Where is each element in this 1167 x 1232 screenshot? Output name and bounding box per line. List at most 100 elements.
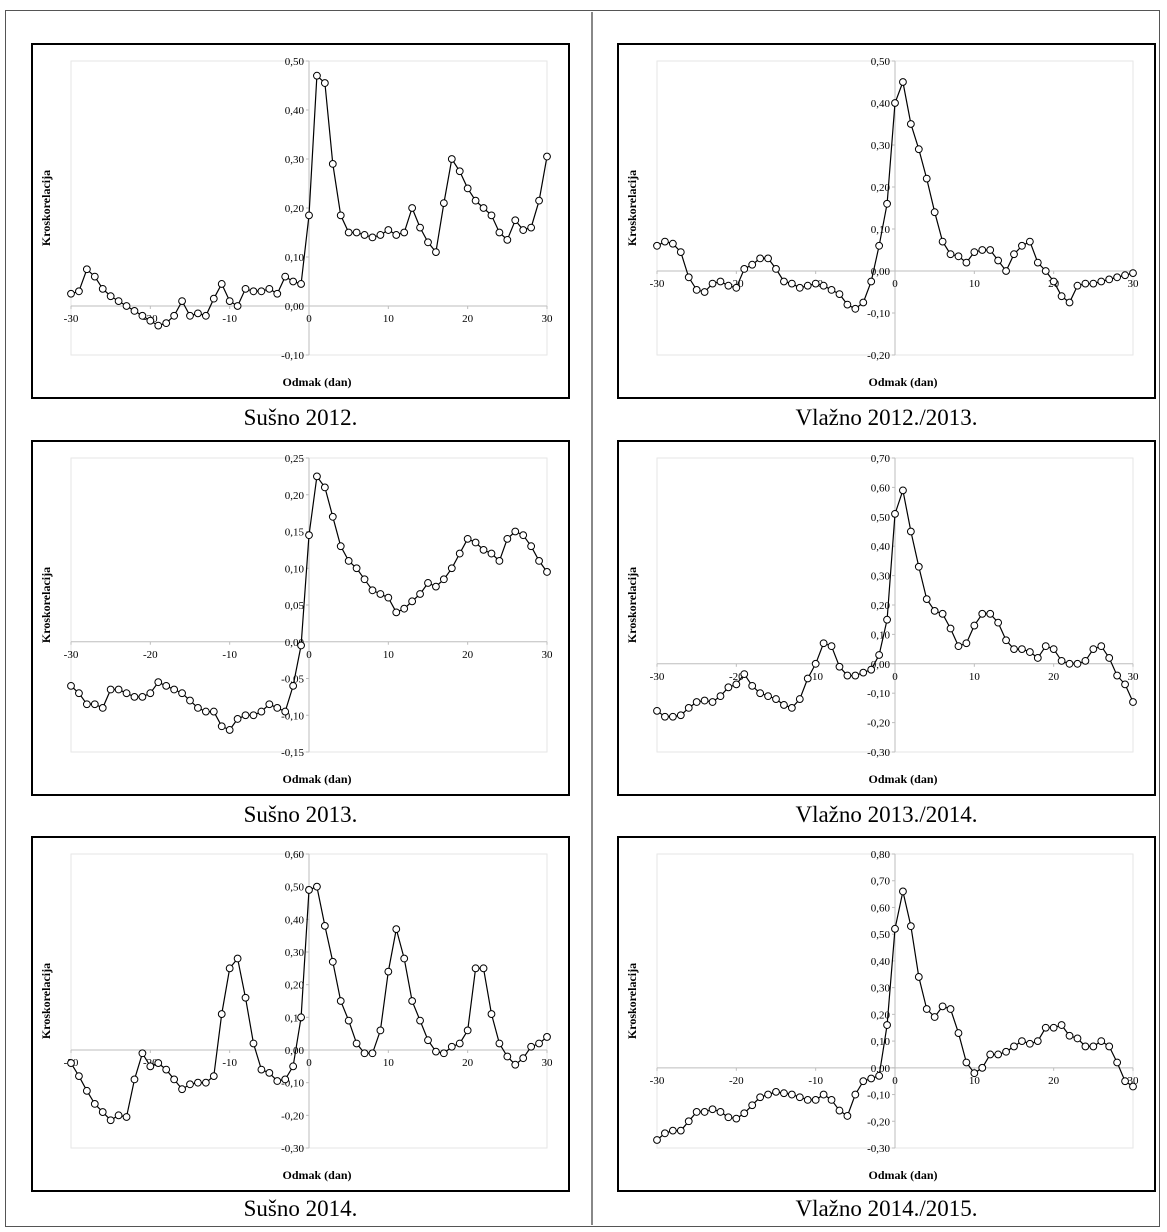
y-tick-label: -0,20	[867, 1116, 890, 1128]
data-point	[1074, 282, 1081, 289]
data-point	[250, 288, 257, 295]
data-point	[417, 224, 424, 231]
data-point	[654, 1137, 661, 1144]
data-point	[440, 576, 447, 583]
data-point	[788, 705, 795, 712]
data-point	[202, 312, 209, 319]
data-point	[163, 1066, 170, 1073]
data-point	[179, 298, 186, 305]
data-point	[282, 1076, 289, 1083]
data-point	[417, 1017, 424, 1024]
data-point	[1034, 259, 1041, 266]
data-point	[654, 242, 661, 249]
data-point	[504, 1053, 511, 1060]
data-point	[258, 1066, 265, 1073]
data-point	[274, 705, 281, 712]
data-point	[1011, 646, 1018, 653]
data-point	[401, 955, 408, 962]
data-point	[828, 643, 835, 650]
data-point	[337, 998, 344, 1005]
chart-svg-6: -0,30-0,20-0,100,000,100,200,300,400,500…	[619, 838, 1154, 1190]
data-point	[242, 712, 249, 719]
data-point	[298, 281, 305, 288]
data-point	[1066, 1032, 1073, 1039]
data-point	[250, 712, 257, 719]
data-point	[488, 1011, 495, 1018]
chart-caption-2: Vlažno 2012./2013.	[617, 405, 1156, 431]
data-point	[1003, 637, 1010, 644]
data-point	[1122, 272, 1129, 279]
data-point	[979, 1064, 986, 1071]
data-point	[1098, 278, 1105, 285]
data-point	[464, 185, 471, 192]
data-point	[796, 1094, 803, 1101]
data-point	[329, 513, 336, 520]
data-point	[345, 558, 352, 565]
data-point	[939, 1003, 946, 1010]
chart-caption-6: Vlažno 2014./2015.	[617, 1196, 1156, 1222]
data-point	[91, 1101, 98, 1108]
x-tick-label: 0	[892, 1075, 898, 1087]
y-tick-label: 0,15	[285, 527, 305, 539]
data-point	[321, 80, 328, 87]
data-point	[107, 1117, 114, 1124]
data-point	[828, 1096, 835, 1103]
data-point	[147, 317, 154, 324]
data-point	[290, 682, 297, 689]
data-point	[669, 1127, 676, 1134]
data-point	[91, 701, 98, 708]
data-point	[321, 484, 328, 491]
y-tick-label: 0,50	[285, 56, 305, 68]
data-point	[1042, 1024, 1049, 1031]
x-tick-label: 20	[462, 649, 474, 661]
x-tick-label: -30	[650, 278, 665, 290]
data-point	[1026, 1040, 1033, 1047]
data-point	[210, 1073, 217, 1080]
x-axis-title: Odmak (dan)	[868, 1168, 937, 1182]
data-point	[480, 546, 487, 553]
chart-svg-3: -0,15-0,10-0,050,000,050,100,150,200,25-…	[33, 442, 568, 794]
x-tick-label: 10	[383, 1057, 395, 1069]
data-point	[828, 287, 835, 294]
chart-panel-5: -0,30 -0,20 -0,10 0,00 0,10 0,20 0,30 0,40 0,50 0…	[31, 836, 570, 1192]
x-tick-label: 0	[892, 671, 898, 683]
y-axis-title: Kroskorelacija	[39, 567, 53, 643]
data-point	[425, 239, 432, 246]
data-point	[987, 247, 994, 254]
data-point	[1098, 643, 1105, 650]
data-point	[147, 1063, 154, 1070]
y-tick-label: 0,10	[871, 629, 891, 641]
data-point	[717, 1109, 724, 1116]
y-tick-label: 0,40	[871, 956, 891, 968]
data-point	[971, 249, 978, 256]
data-point	[765, 693, 772, 700]
data-point	[195, 705, 202, 712]
data-point	[123, 690, 130, 697]
data-point	[385, 227, 392, 234]
data-point	[1058, 657, 1065, 664]
data-point	[852, 305, 859, 312]
data-point	[1082, 280, 1089, 287]
data-point	[361, 576, 368, 583]
y-tick-label: 0,20	[285, 203, 305, 215]
x-tick-label: 20	[462, 1057, 474, 1069]
data-point	[884, 1022, 891, 1029]
data-point	[258, 288, 265, 295]
data-point	[749, 682, 756, 689]
data-point	[662, 238, 669, 245]
data-point	[709, 699, 716, 706]
data-point	[1026, 649, 1033, 656]
data-point	[99, 285, 106, 292]
data-point	[1050, 278, 1057, 285]
chart-panel-1: -0,100,000,100,200,300,400,50-30-20-1001…	[31, 43, 570, 399]
data-point	[155, 679, 162, 686]
y-tick-label: 0,40	[871, 98, 891, 110]
data-point	[915, 146, 922, 153]
data-point	[868, 666, 875, 673]
data-point	[210, 708, 217, 715]
x-tick-label: 30	[542, 1057, 554, 1069]
data-point	[155, 1060, 162, 1067]
data-point	[1122, 1078, 1129, 1085]
data-point	[749, 261, 756, 268]
data-point	[218, 1011, 225, 1018]
